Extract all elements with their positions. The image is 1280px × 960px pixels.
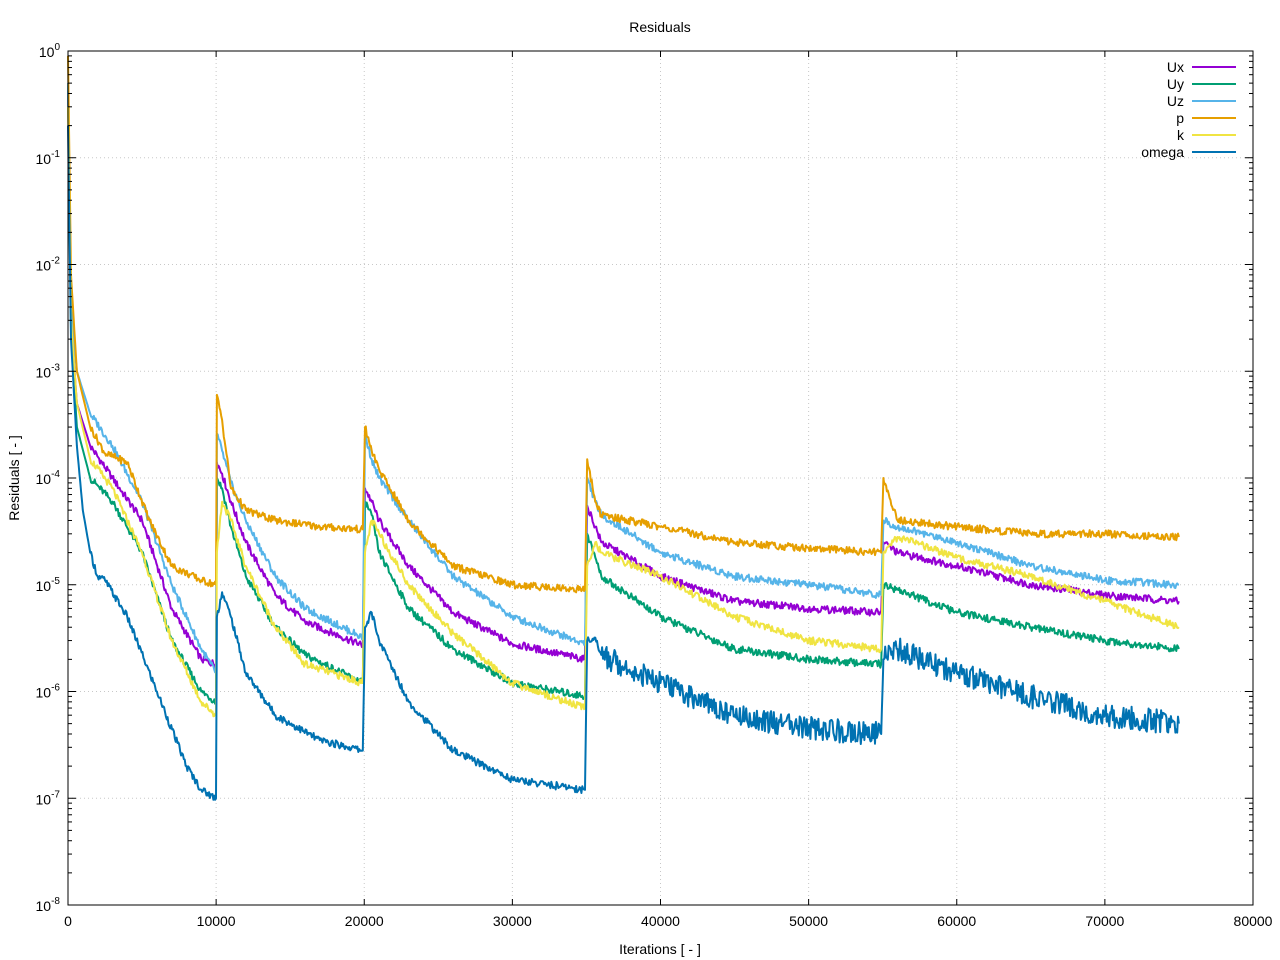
y-tick-label: 10-4 bbox=[36, 469, 61, 487]
x-tick-labels: 0 10000 20000 30000 40000 50000 60000 70000 8000… bbox=[64, 913, 1273, 929]
legend-label-k: k bbox=[1177, 127, 1185, 143]
y-tick-labels: 10-8 10-7 10-6 10-5 10-4 10-3 10-2 10-1 100 bbox=[36, 42, 61, 914]
series-line-Uz bbox=[67, 83, 1180, 674]
chart-title: Residuals bbox=[629, 19, 690, 35]
grid bbox=[68, 51, 1253, 905]
legend-label-p: p bbox=[1176, 110, 1184, 126]
y-tick-label: 10-5 bbox=[36, 576, 61, 594]
x-axis-label: Iterations [ - ] bbox=[619, 941, 701, 957]
series-line-omega bbox=[67, 125, 1180, 801]
legend-label-Uy: Uy bbox=[1167, 76, 1184, 92]
y-tick-label: 100 bbox=[39, 42, 61, 60]
x-tick-label: 60000 bbox=[937, 913, 976, 929]
y-axis-label: Residuals [ - ] bbox=[6, 435, 22, 521]
series-lines bbox=[67, 55, 1180, 801]
series-line-p bbox=[67, 55, 1180, 594]
x-tick-label: 20000 bbox=[345, 913, 384, 929]
x-tick-label: 80000 bbox=[1234, 913, 1273, 929]
y-tick-label: 10-1 bbox=[36, 149, 61, 167]
legend-label-Ux: Ux bbox=[1167, 59, 1184, 75]
x-tick-label: 30000 bbox=[493, 913, 532, 929]
legend-label-Uz: Uz bbox=[1167, 93, 1184, 109]
y-tick-label: 10-2 bbox=[36, 256, 61, 274]
y-tick-label: 10-7 bbox=[36, 789, 61, 807]
y-tick-label: 10-3 bbox=[36, 362, 61, 380]
series-line-Ux bbox=[67, 83, 1180, 669]
x-tick-label: 50000 bbox=[789, 913, 828, 929]
series-line-k bbox=[67, 106, 1180, 718]
x-tick-label: 40000 bbox=[641, 913, 680, 929]
y-tick-label: 10-6 bbox=[36, 683, 61, 701]
x-tick-label: 70000 bbox=[1085, 913, 1124, 929]
x-tick-label: 10000 bbox=[197, 913, 236, 929]
axis-ticks bbox=[67, 50, 1254, 906]
y-tick-label: 10-8 bbox=[36, 896, 61, 914]
legend-label-omega: omega bbox=[1141, 144, 1184, 160]
x-tick-label: 0 bbox=[64, 913, 72, 929]
series-line-Uy bbox=[67, 83, 1180, 705]
